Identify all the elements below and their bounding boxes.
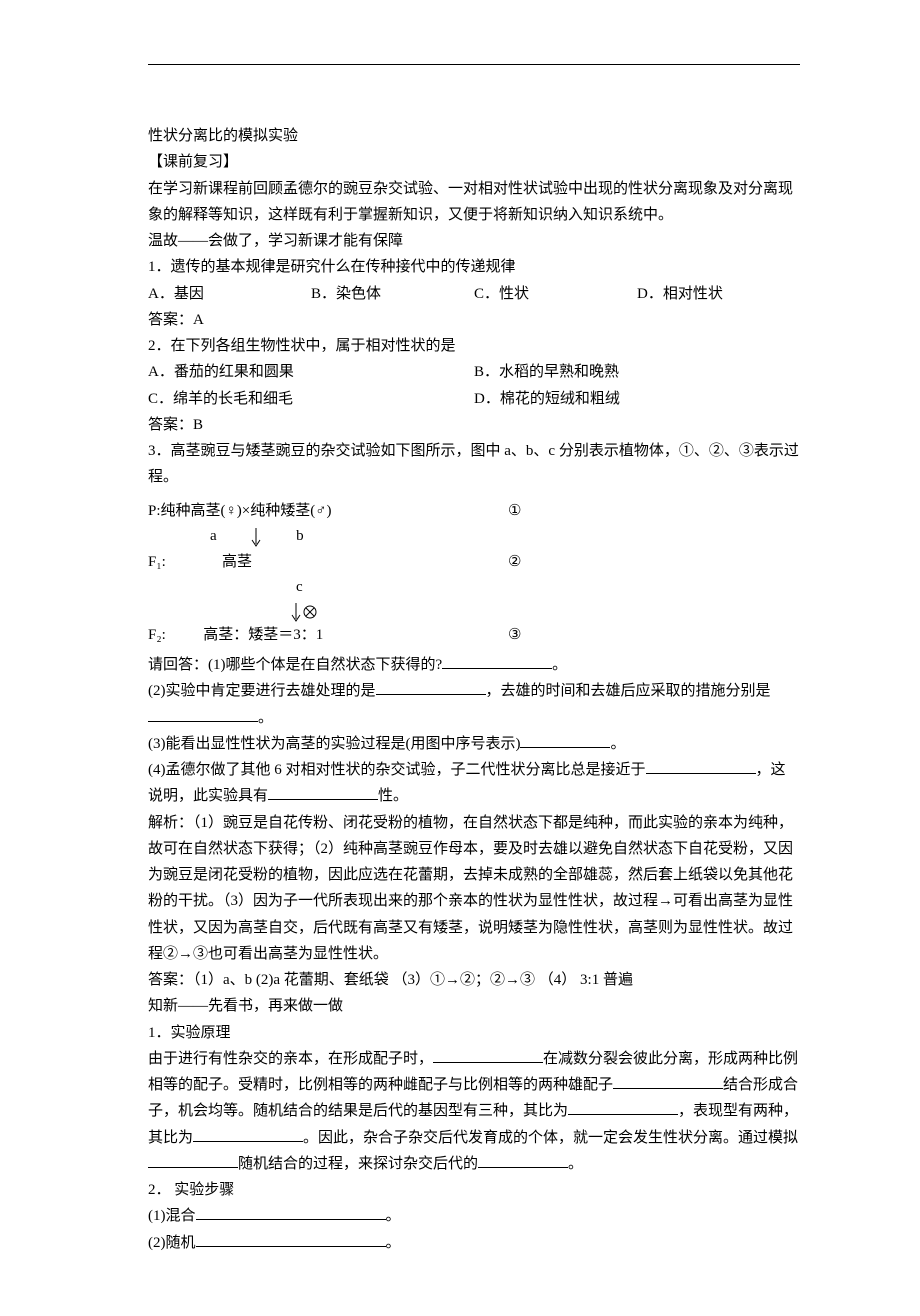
q1-opt-a: A．基因 [148, 281, 311, 307]
q2-options-1: A．番茄的红果和圆果 B．水稻的早熟和晚熟 [148, 359, 800, 385]
q1-opt-b: B．染色体 [311, 281, 474, 307]
diagram-num-1: ① [508, 499, 521, 525]
blank [568, 1100, 678, 1115]
q2-opt-a: A．番茄的红果和圆果 [148, 359, 474, 385]
p1-body: 由于进行有性杂交的亲本，在形成配子时，在减数分裂会彼此分离，形成两种比例相等的配… [148, 1046, 800, 1177]
p1-g: 。 [568, 1156, 583, 1172]
self-cross-icon [302, 604, 318, 620]
diagram-f2: F₂: 高茎：矮茎＝3：1 [148, 623, 508, 649]
q3-sub4-c: 性。 [378, 788, 408, 804]
q1-options: A．基因 B．染色体 C．性状 D．相对性状 [148, 281, 800, 307]
p2-s1-b: 。 [386, 1208, 401, 1224]
p2-s2: (2)随机 。 [148, 1230, 800, 1256]
p2-s2-b: 。 [386, 1235, 401, 1251]
q1-opt-c: C．性状 [474, 281, 637, 307]
cross-diagram: P:纯种高茎(♀)×纯种矮茎(♂) ① a b F₁: 高茎 ② c F₂: 高… [148, 499, 800, 649]
title: 性状分离比的模拟实验 [148, 123, 800, 149]
p1-f: 随机结合的过程，来探讨杂交后代的 [238, 1156, 478, 1172]
p1-head: 1．实验原理 [148, 1020, 800, 1046]
arrow-down-icon [290, 601, 302, 623]
q1-opt-d: D．相对性状 [637, 281, 800, 307]
q3-sub1-a: 请回答：(1)哪些个体是在自然状态下获得的? [148, 657, 442, 673]
blank [442, 654, 552, 669]
p1-e: 。因此，杂合子杂交后代发育成的个体，就一定会发生性状分离。通过模拟 [303, 1130, 798, 1146]
p2-head: 2． 实验步骤 [148, 1177, 800, 1203]
blank [148, 1153, 238, 1168]
blank [376, 680, 486, 695]
blank [478, 1153, 568, 1168]
q3-sub4-a: (4)孟德尔做了其他 6 对相对性状的杂交试验，子二代性状分离比总是接近于 [148, 762, 646, 778]
q2-options-2: C．绵羊的长毛和细毛 D．棉花的短绒和粗绒 [148, 386, 800, 412]
blank [520, 733, 610, 748]
q1-answer: 答案：A [148, 307, 800, 333]
q3-sub3-a: (3)能看出显性性状为高茎的实验过程是(用图中序号表示) [148, 736, 520, 752]
q2-answer: 答案：B [148, 412, 800, 438]
q3-sub1-b: 。 [552, 657, 567, 673]
q3-sub1: 请回答：(1)哪些个体是在自然状态下获得的? 。 [148, 652, 800, 678]
q2-opt-b: B．水稻的早熟和晚熟 [474, 359, 800, 385]
q2-opt-d: D．棉花的短绒和粗绒 [474, 386, 800, 412]
blank [613, 1074, 723, 1089]
diagram-p-line: P:纯种高茎(♀)×纯种矮茎(♂) [148, 499, 508, 525]
p2-s1: (1)混合 。 [148, 1203, 800, 1229]
new-section: 知新——先看书，再来做一做 [148, 993, 800, 1019]
diagram-ab: a b [210, 524, 304, 550]
q3-sub2: (2)实验中肯定要进行去雄处理的是 ，去雄的时间和去雄后应采取的措施分别是。 [148, 678, 800, 731]
q3-explain: 解析：（1）豌豆是自花传粉、闭花受粉的植物，在自然状态下都是纯种，而此实验的亲本… [148, 810, 800, 968]
q3-stem: 3．高茎豌豆与矮茎豌豆的杂交试验如下图所示，图中 a、b、c 分别表示植物体，①… [148, 438, 800, 491]
q3-sub2-b: ，去雄的时间和去雄后应采取的措施分别是 [486, 683, 771, 699]
p1-a: 由于进行有性杂交的亲本，在形成配子时， [148, 1051, 433, 1067]
blank [148, 707, 258, 722]
blank [646, 759, 756, 774]
blank [196, 1205, 386, 1220]
intro-1: 在学习新课程前回顾孟德尔的豌豆杂交试验、一对相对性状试验中出现的性状分离现象及对… [148, 176, 800, 229]
diagram-c: c [296, 575, 303, 601]
q2-opt-c: C．绵羊的长毛和细毛 [148, 386, 474, 412]
blank [433, 1048, 543, 1063]
diagram-num-2: ② [508, 550, 521, 576]
intro-2: 温故——会做了，学习新课才能有保障 [148, 228, 800, 254]
p2-s2-a: (2)随机 [148, 1235, 196, 1251]
q1-stem: 1．遗传的基本规律是研究什么在传种接代中的传递规律 [148, 254, 800, 280]
q3-sub3: (3)能看出显性性状为高茎的实验过程是(用图中序号表示) 。 [148, 731, 800, 757]
q3-sub2-c: 。 [258, 710, 273, 726]
diagram-num-3: ③ [508, 623, 521, 649]
section-preview: 【课前复习】 [148, 149, 800, 175]
p2-s1-a: (1)混合 [148, 1208, 196, 1224]
q3-sub4: (4)孟德尔做了其他 6 对相对性状的杂交试验，子二代性状分离比总是接近于，这说… [148, 757, 800, 810]
arrow-self-cross [290, 601, 318, 623]
blank [193, 1127, 303, 1142]
q2-stem: 2．在下列各组生物性状中，属于相对性状的是 [148, 333, 800, 359]
q3-sub2-a: (2)实验中肯定要进行去雄处理的是 [148, 683, 376, 699]
blank [196, 1232, 386, 1247]
q3-answer: 答案：（1）a、b (2)a 花蕾期、套纸袋 （3）①→②；②→③ （4） 3:… [148, 967, 800, 993]
diagram-f1: F₁: 高茎 [148, 550, 508, 576]
blank [268, 785, 378, 800]
arrow-down-icon [250, 526, 262, 548]
q3-sub3-b: 。 [610, 736, 625, 752]
